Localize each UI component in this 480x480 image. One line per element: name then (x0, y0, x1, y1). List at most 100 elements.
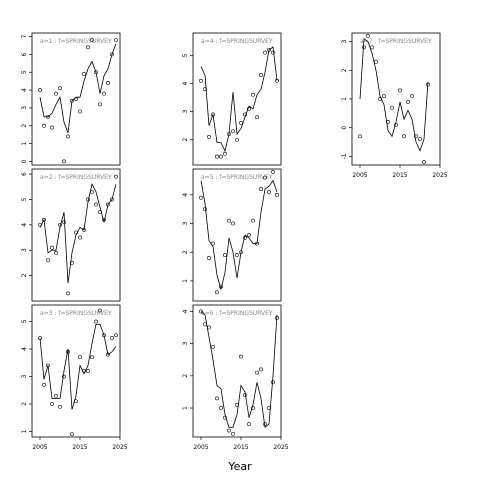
observation-point (398, 88, 402, 93)
x-axis-title: Year (227, 460, 252, 473)
observation-point (207, 256, 211, 260)
y-tick-label: -1 (341, 153, 348, 159)
fit-line (200, 179, 278, 290)
y-tick-label: 1 (182, 406, 189, 410)
observation-point (255, 115, 259, 120)
observation-point (358, 134, 362, 139)
y-tick-label: 5 (182, 53, 189, 57)
y-tick-label: 1 (21, 429, 28, 433)
observation-point (74, 230, 78, 235)
panel-strip-label: a=4 : f=SPRINGSURVEY (201, 38, 273, 45)
observation-point (227, 218, 231, 223)
fit-line (39, 183, 117, 284)
observation-point (267, 47, 271, 52)
observation-point (90, 355, 94, 360)
panel-strip-label: a=1 : f=SPRINGSURVEY (40, 38, 112, 45)
observation-point (362, 45, 366, 50)
observation-point (78, 355, 82, 360)
observation-point (235, 253, 239, 257)
observation-point (247, 422, 251, 427)
observation-point (86, 45, 90, 50)
observation-point (50, 125, 54, 130)
panel-frame (31, 32, 121, 166)
x-tick-label: 2005 (352, 172, 367, 179)
observation-point (74, 97, 78, 101)
observation-point (275, 192, 279, 197)
observation-point (219, 406, 223, 410)
observation-point (239, 120, 243, 125)
y-tick-label: 4 (21, 347, 28, 351)
observation-point (66, 134, 70, 139)
observation-point (418, 137, 422, 142)
observation-point (54, 91, 58, 96)
observation-point (199, 78, 203, 83)
y-tick-label: 2 (182, 374, 189, 378)
observation-point (42, 382, 46, 387)
y-tick-label: 2 (182, 138, 189, 142)
observation-point (62, 220, 66, 225)
observation-point (386, 120, 390, 124)
observation-point (239, 250, 243, 255)
observation-point (203, 322, 207, 327)
y-tick-label: 5 (21, 197, 28, 201)
observation-point (275, 315, 279, 320)
panels-layer: a=1 : f=SPRINGSURVEY 0 1 2 3 4 5 6 7 a=2 : f=SPRI… (21, 32, 448, 451)
observation-point (70, 98, 74, 103)
y-tick-label: 2 (21, 402, 28, 406)
observation-point (74, 399, 78, 404)
observation-point (110, 336, 114, 340)
observation-point (370, 45, 374, 50)
observation-point (106, 352, 110, 357)
y-tick-label: 4 (182, 81, 189, 85)
x-tick-label: 2005 (193, 444, 208, 451)
observation-point (231, 129, 235, 134)
observation-point (223, 151, 227, 156)
observation-point (58, 404, 62, 409)
observation-point (255, 370, 259, 375)
panel-frame (31, 304, 121, 438)
observation-point (106, 202, 110, 207)
panel-a5: a=5 : f=SPRINGSURVEY 1 2 3 4 (182, 168, 282, 302)
observation-point (259, 367, 263, 372)
y-tick-label: 1 (341, 97, 348, 101)
observation-point (70, 261, 74, 265)
panel-a4: a=4 : f=SPRINGSURVEY 2 3 4 5 (182, 32, 282, 166)
y-tick-label: 6 (21, 172, 28, 176)
observation-point (267, 190, 271, 194)
observation-point (426, 82, 430, 87)
y-tick-label: 6 (21, 52, 28, 56)
observation-point (58, 86, 62, 91)
panel-strip-label: a=5 : f=SPRINGSURVEY (201, 174, 273, 181)
fit-line (359, 37, 429, 152)
observation-point (263, 422, 267, 427)
observation-point (86, 369, 90, 373)
observation-point (414, 134, 418, 139)
observation-point (271, 380, 275, 385)
x-tick-label: 2015 (392, 172, 407, 179)
observation-point (114, 333, 118, 338)
y-tick-label: 4 (21, 223, 28, 227)
observation-point (207, 135, 211, 139)
fit-line (200, 46, 278, 153)
observation-point (382, 94, 386, 99)
observation-point (98, 102, 102, 107)
observation-point (114, 38, 118, 43)
observation-point (247, 106, 251, 111)
observation-point (199, 309, 203, 314)
observation-point (70, 432, 74, 437)
observation-point (394, 122, 398, 127)
observation-point (406, 99, 410, 104)
observation-point (255, 241, 259, 246)
observation-point (259, 187, 263, 191)
observation-point (215, 396, 219, 401)
x-tick-label: 2015 (72, 444, 87, 451)
observation-point (219, 284, 223, 289)
panel-a3: a=3 : f=SPRINGSURVEY 1 2 3 4 5 2005 2015 2025 (21, 304, 128, 451)
observation-point (102, 91, 106, 96)
observation-point (231, 431, 235, 436)
observation-point (38, 336, 42, 340)
y-tick-label: 3 (341, 40, 348, 44)
observation-point (38, 88, 42, 92)
observation-point (207, 325, 211, 330)
observation-point (219, 154, 223, 159)
